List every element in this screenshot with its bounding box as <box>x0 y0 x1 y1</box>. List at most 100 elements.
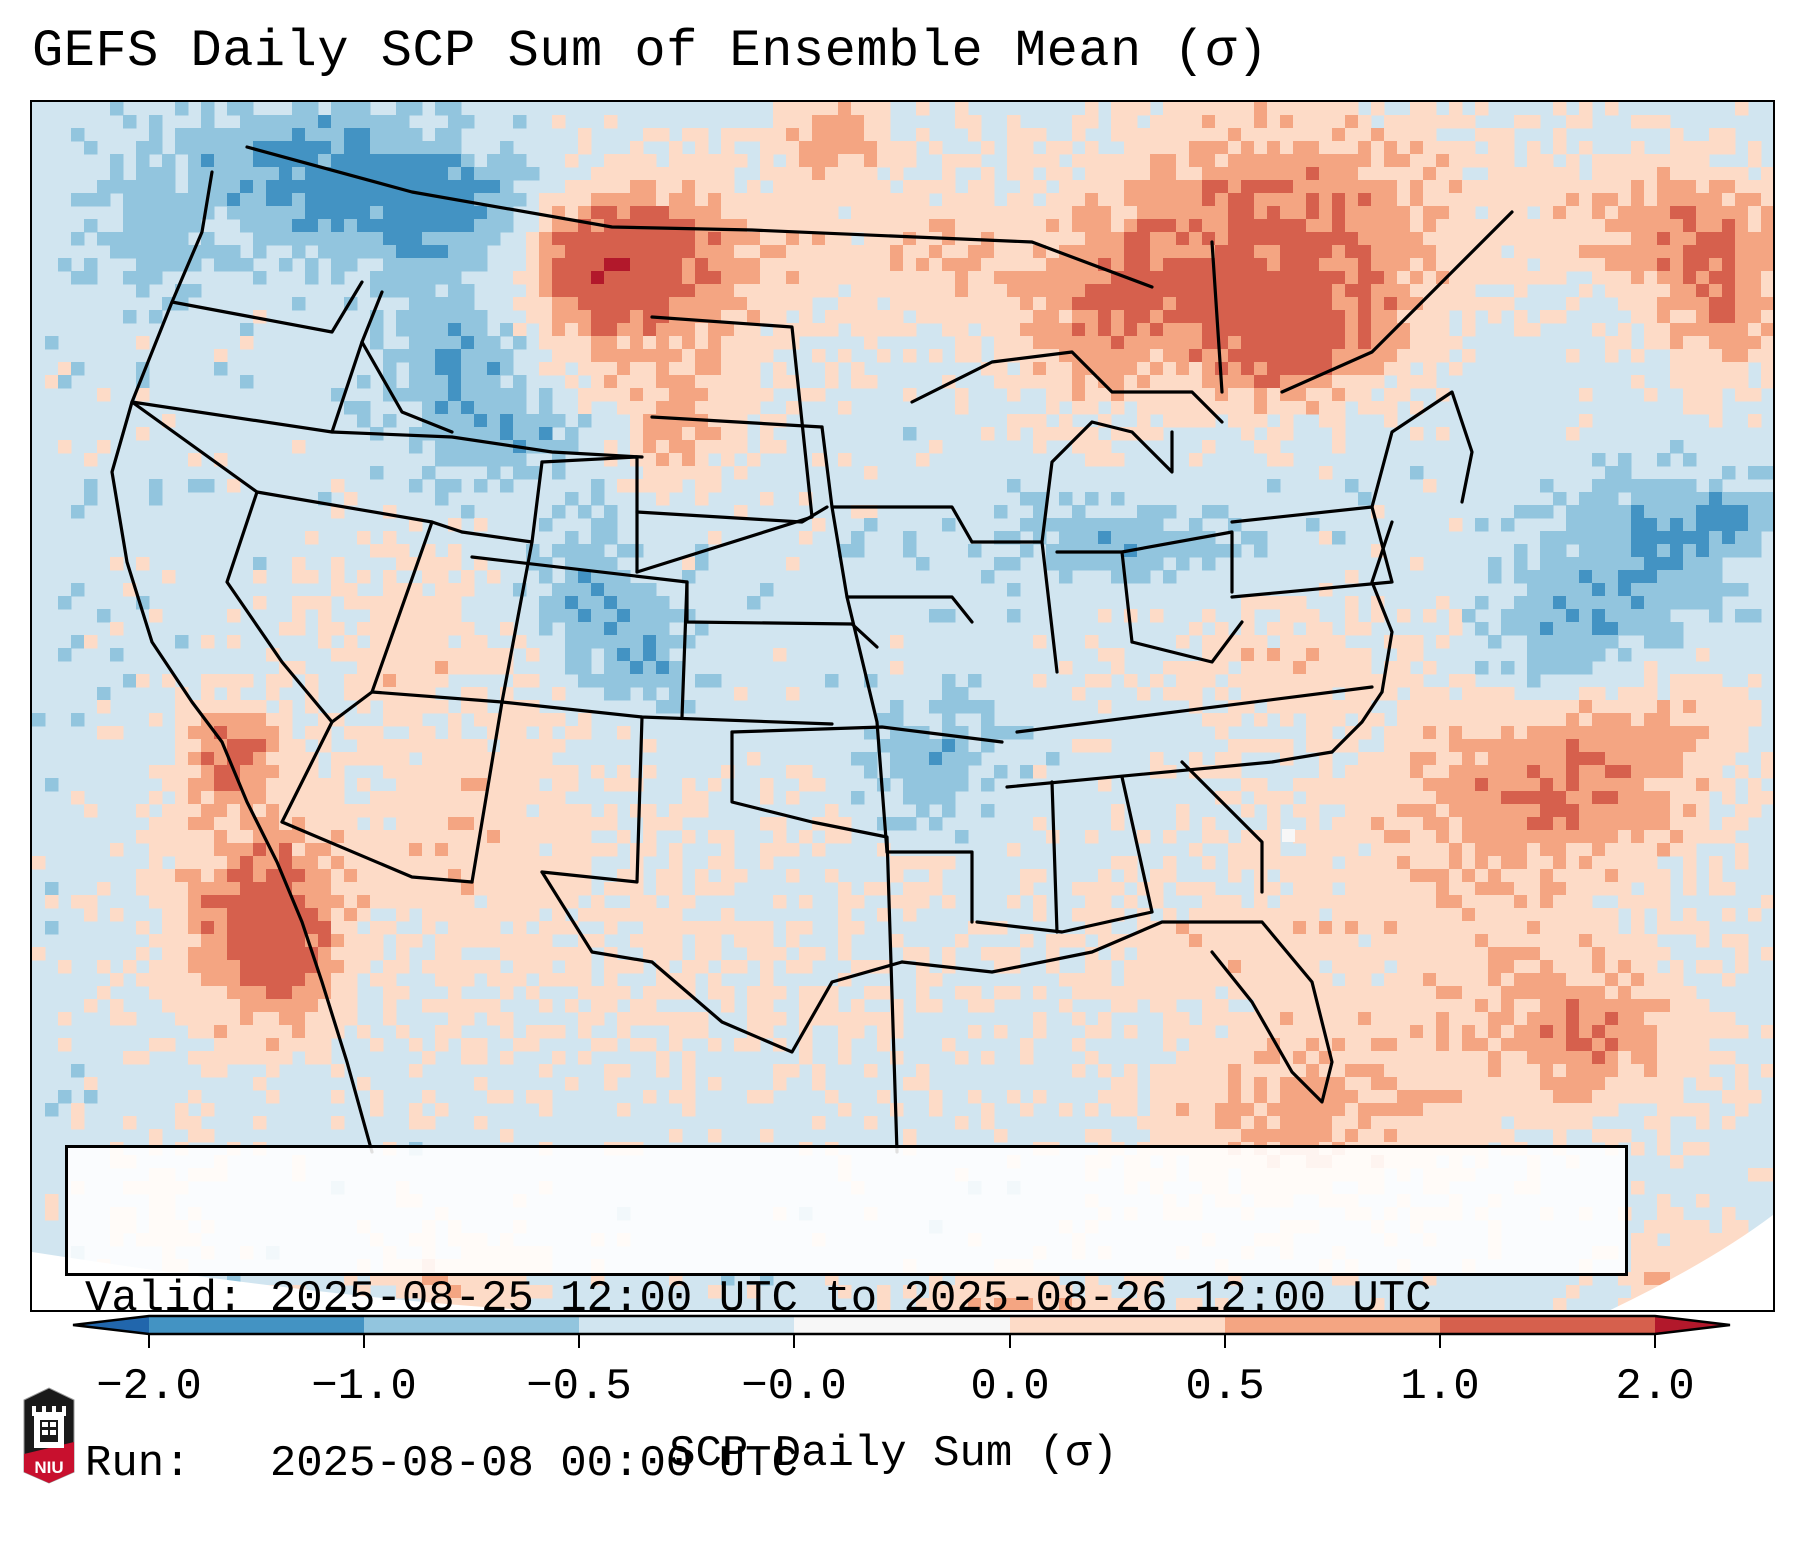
heatmap-cell <box>630 232 644 246</box>
heatmap-cell <box>1215 908 1229 922</box>
heatmap-cell <box>1085 427 1099 441</box>
heatmap-cell <box>630 284 644 298</box>
heatmap-cell <box>1202 414 1216 428</box>
heatmap-cell <box>175 219 189 233</box>
heatmap-cell <box>318 869 332 883</box>
heatmap-cell <box>500 934 514 948</box>
heatmap-cell <box>1670 232 1684 246</box>
heatmap-cell <box>604 583 618 597</box>
heatmap-cell <box>630 414 644 428</box>
heatmap-cell <box>1007 388 1021 402</box>
heatmap-cell <box>786 128 800 142</box>
heatmap-cell <box>357 596 371 610</box>
heatmap-cell <box>1540 609 1554 623</box>
heatmap-cell <box>1085 219 1099 233</box>
heatmap-cell <box>578 804 592 818</box>
heatmap-cell <box>721 921 735 935</box>
heatmap-cell <box>1696 687 1710 701</box>
heatmap-cell <box>1501 869 1515 883</box>
heatmap-cell <box>279 739 293 753</box>
heatmap-cell <box>1345 232 1359 246</box>
heatmap-cell <box>227 817 241 831</box>
heatmap-cell <box>682 960 696 974</box>
heatmap-cell <box>1722 544 1736 558</box>
heatmap-cell <box>1514 934 1528 948</box>
heatmap-cell <box>1527 791 1541 805</box>
heatmap-cell <box>760 440 774 454</box>
heatmap-cell <box>1007 206 1021 220</box>
heatmap-cell <box>1605 271 1619 285</box>
heatmap-cell <box>942 323 956 337</box>
heatmap-cell <box>526 765 540 779</box>
heatmap-cell <box>1189 336 1203 350</box>
heatmap-cell <box>71 505 85 519</box>
heatmap-cell <box>1046 141 1060 155</box>
heatmap-cell <box>1137 531 1151 545</box>
heatmap-cell <box>617 284 631 298</box>
heatmap-cell <box>409 167 423 181</box>
heatmap-cell <box>578 583 592 597</box>
heatmap-cell <box>1774 518 1775 532</box>
heatmap-cell <box>1774 349 1775 363</box>
heatmap-cell <box>929 739 943 753</box>
heatmap-cell <box>1371 713 1385 727</box>
heatmap-cell <box>331 583 345 597</box>
heatmap-cell <box>1540 180 1554 194</box>
heatmap-cell <box>851 245 865 259</box>
heatmap-cell <box>1644 661 1658 675</box>
heatmap-cell <box>1735 726 1749 740</box>
heatmap-cell <box>84 635 98 649</box>
heatmap-cell <box>669 388 683 402</box>
heatmap-cell <box>1618 648 1632 662</box>
heatmap-cell <box>71 635 85 649</box>
heatmap-cell <box>1683 596 1697 610</box>
heatmap-cell <box>1306 310 1320 324</box>
heatmap-cell <box>1774 921 1775 935</box>
heatmap-cell <box>1358 206 1372 220</box>
heatmap-cell <box>1345 947 1359 961</box>
heatmap-cell <box>1345 271 1359 285</box>
heatmap-cell <box>1098 557 1112 571</box>
heatmap-cell <box>1579 622 1593 636</box>
heatmap-cell <box>1592 479 1606 493</box>
heatmap-cell <box>1644 947 1658 961</box>
heatmap-cell <box>175 102 189 116</box>
heatmap-cell <box>1384 895 1398 909</box>
heatmap-cell <box>357 128 371 142</box>
heatmap-cell <box>1163 544 1177 558</box>
heatmap-cell <box>1683 505 1697 519</box>
heatmap-cell <box>305 271 319 285</box>
heatmap-cell <box>682 167 696 181</box>
heatmap-cell <box>474 713 488 727</box>
heatmap-cell <box>1566 154 1580 168</box>
heatmap-cell <box>669 700 683 714</box>
heatmap-cell <box>1176 557 1190 571</box>
heatmap-cell <box>162 570 176 584</box>
heatmap-cell <box>942 609 956 623</box>
heatmap-cell <box>877 128 891 142</box>
heatmap-cell <box>1410 765 1424 779</box>
heatmap-cell <box>318 596 332 610</box>
heatmap-cell <box>214 830 228 844</box>
heatmap-cell <box>1605 466 1619 480</box>
heatmap-cell <box>1020 362 1034 376</box>
heatmap-cell <box>1007 323 1021 337</box>
heatmap-cell <box>695 128 709 142</box>
heatmap-cell <box>1566 427 1580 441</box>
heatmap-cell <box>383 583 397 597</box>
heatmap-cell <box>1345 310 1359 324</box>
heatmap-cell <box>357 804 371 818</box>
heatmap-cell <box>1618 336 1632 350</box>
heatmap-cell <box>1059 427 1073 441</box>
heatmap-cell <box>981 284 995 298</box>
heatmap-cell <box>565 635 579 649</box>
heatmap-cell <box>1072 336 1086 350</box>
heatmap-cell <box>1761 492 1773 506</box>
heatmap-cell <box>162 765 176 779</box>
heatmap-cell <box>1579 206 1593 220</box>
heatmap-cell <box>474 661 488 675</box>
heatmap-cell <box>682 830 696 844</box>
heatmap-cell <box>461 622 475 636</box>
heatmap-cell <box>916 804 930 818</box>
heatmap-cell <box>1722 752 1736 766</box>
